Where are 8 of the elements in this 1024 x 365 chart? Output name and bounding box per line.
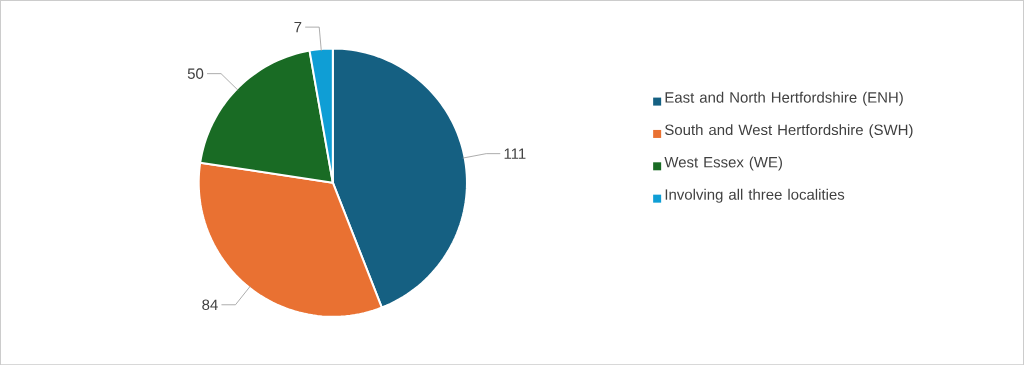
- data-label: 7: [294, 21, 302, 33]
- legend-label: South and West Hertfordshire (SWH): [665, 123, 913, 138]
- legend-label: East and North Hertfordshire (ENH): [665, 91, 903, 106]
- legend-label: Involving all three localities: [665, 188, 845, 203]
- data-label: 50: [187, 68, 204, 79]
- legend-label: West Essex (WE): [664, 156, 782, 171]
- data-label: 84: [202, 299, 218, 310]
- data-label: 111: [504, 148, 526, 159]
